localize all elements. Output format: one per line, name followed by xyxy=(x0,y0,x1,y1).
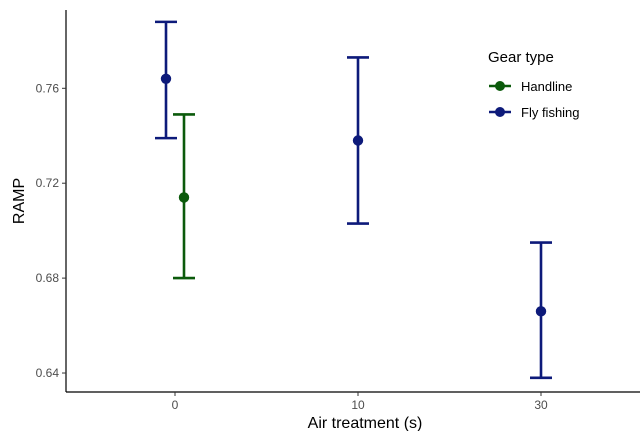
x-tick-label: 10 xyxy=(351,398,365,412)
legend-item: Fly fishing xyxy=(489,105,580,120)
x-axis-ticks: 0 10 30 xyxy=(172,392,548,412)
data-point xyxy=(352,135,364,146)
axes xyxy=(65,10,640,393)
y-axis-title: RAMP xyxy=(11,178,28,224)
legend-title: Gear type xyxy=(488,49,554,66)
legend-items: Handline Fly fishing xyxy=(489,79,580,120)
x-tick-label: 0 xyxy=(172,398,179,412)
data-marks xyxy=(155,20,552,380)
legend-item: Handline xyxy=(489,79,572,94)
legend: Gear type Handline Fly fishing xyxy=(488,49,580,120)
y-tick-label: 0.64 xyxy=(36,366,60,380)
data-point xyxy=(535,306,547,317)
legend-key-point xyxy=(495,81,505,91)
x-tick-label: 30 xyxy=(534,398,548,412)
y-tick-label: 0.76 xyxy=(36,81,60,95)
y-axis-ticks: 0.64 0.68 0.72 0.76 xyxy=(36,81,66,380)
data-point xyxy=(178,192,190,203)
x-axis-title: Air treatment (s) xyxy=(308,415,423,431)
y-tick-label: 0.72 xyxy=(36,176,60,190)
y-tick-label: 0.68 xyxy=(36,271,60,285)
series-fly-fishing xyxy=(155,20,552,380)
legend-label: Fly fishing xyxy=(521,105,580,120)
legend-label: Handline xyxy=(521,79,572,94)
data-point xyxy=(160,73,172,85)
series-handline xyxy=(173,113,195,280)
legend-key-point xyxy=(495,107,505,117)
